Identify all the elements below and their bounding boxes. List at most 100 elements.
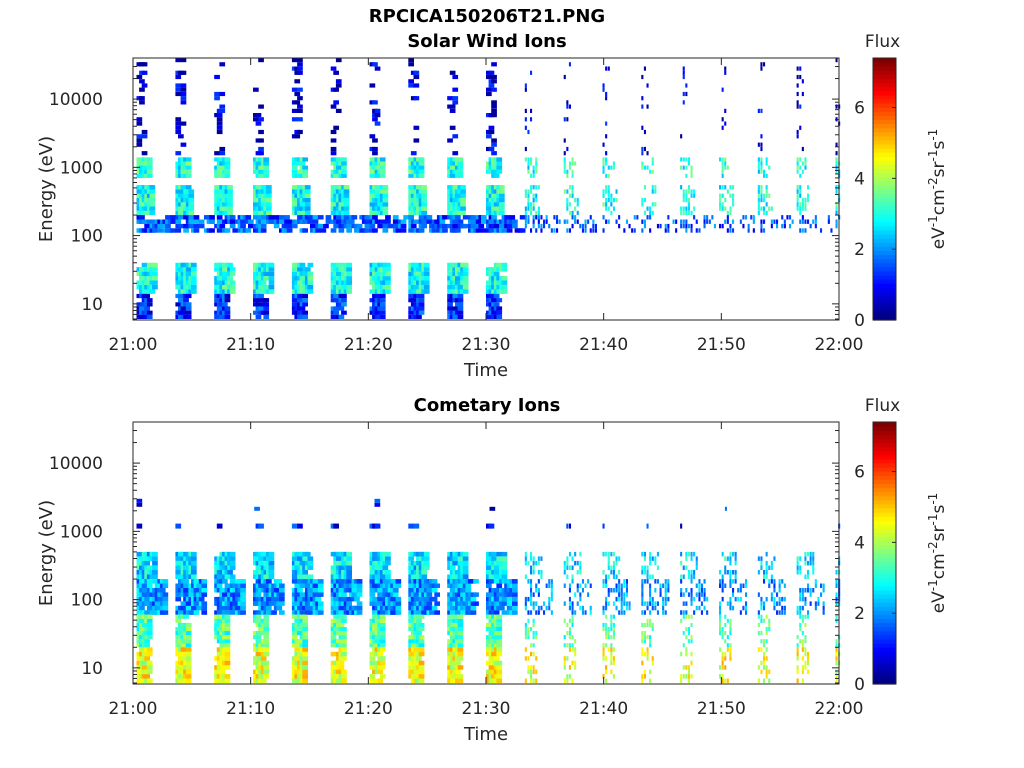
colorbar-segment bbox=[873, 258, 896, 264]
heatmap-cell bbox=[537, 556, 540, 561]
heatmap-cell bbox=[835, 104, 838, 109]
heatmap-cell bbox=[379, 298, 386, 303]
heatmap-cell bbox=[641, 588, 644, 593]
heatmap-cell bbox=[299, 262, 306, 268]
heatmap-cell bbox=[563, 601, 566, 606]
heatmap-cell bbox=[801, 643, 804, 648]
colorbar-segment bbox=[873, 303, 896, 309]
heatmap-cell bbox=[814, 215, 817, 220]
heatmap-cell bbox=[532, 570, 535, 575]
heatmap-cell bbox=[178, 574, 184, 579]
heatmap-cell bbox=[379, 310, 386, 315]
heatmap-cell bbox=[343, 210, 350, 216]
heatmap-cell bbox=[641, 639, 644, 644]
heatmap-cell bbox=[491, 206, 497, 211]
heatmap-cell bbox=[302, 665, 308, 670]
heatmap-cell bbox=[641, 651, 644, 657]
heatmap-cell bbox=[680, 678, 683, 683]
heatmap-cell bbox=[491, 298, 497, 303]
heatmap-cell bbox=[532, 556, 535, 561]
heatmap-cell bbox=[493, 223, 500, 229]
heatmap-cell bbox=[488, 579, 495, 584]
heatmap-cell bbox=[227, 276, 233, 281]
heatmap-cell bbox=[796, 565, 799, 570]
heatmap-cell bbox=[789, 215, 792, 220]
heatmap-cell bbox=[607, 588, 610, 593]
colorbar-segment bbox=[873, 287, 896, 292]
heatmap-cell bbox=[625, 219, 628, 224]
heatmap-cell bbox=[563, 570, 566, 575]
heatmap-cell bbox=[447, 96, 453, 101]
heatmap-cell bbox=[664, 601, 667, 606]
heatmap-cell bbox=[680, 165, 683, 170]
heatmap-cell bbox=[594, 228, 597, 233]
heatmap-cell bbox=[431, 228, 438, 233]
heatmap-cell bbox=[491, 142, 497, 147]
heatmap-cell bbox=[576, 202, 579, 207]
heatmap-cell bbox=[757, 631, 760, 636]
heatmap-cell bbox=[656, 551, 659, 557]
heatmap-cell bbox=[682, 674, 685, 679]
heatmap-cell bbox=[146, 660, 153, 666]
heatmap-cell bbox=[144, 223, 150, 229]
heatmap-cell bbox=[286, 223, 293, 229]
heatmap-cell bbox=[240, 601, 246, 606]
heatmap-cell bbox=[770, 219, 773, 224]
heatmap-cell bbox=[374, 285, 381, 290]
heatmap-cell bbox=[457, 622, 464, 627]
heatmap-cell bbox=[757, 592, 760, 597]
heatmap-cell bbox=[449, 70, 456, 75]
heatmap-cell bbox=[605, 574, 608, 579]
heatmap-cell bbox=[618, 223, 621, 229]
heatmap-cell bbox=[530, 108, 533, 113]
heatmap-cell bbox=[827, 219, 830, 224]
heatmap-cell bbox=[302, 643, 308, 648]
heatmap-cell bbox=[719, 570, 722, 575]
heatmap-cell bbox=[141, 588, 148, 593]
heatmap-cell bbox=[607, 197, 610, 203]
heatmap-cell bbox=[745, 215, 748, 220]
heatmap-cell bbox=[341, 651, 347, 657]
heatmap-cell bbox=[532, 215, 535, 220]
heatmap-cell bbox=[188, 189, 195, 194]
heatmap-cell bbox=[747, 223, 750, 229]
heatmap-cell bbox=[527, 215, 530, 220]
heatmap-cell bbox=[188, 197, 195, 203]
heatmap-cell bbox=[667, 583, 670, 588]
heatmap-cell bbox=[729, 193, 732, 198]
heatmap-cell bbox=[656, 579, 659, 584]
heatmap-cell bbox=[183, 298, 189, 303]
heatmap-cell bbox=[835, 579, 838, 584]
heatmap-cell bbox=[392, 215, 399, 220]
heatmap-cell bbox=[654, 202, 657, 207]
heatmap-cell bbox=[607, 185, 610, 190]
heatmap-cell bbox=[263, 306, 270, 311]
heatmap-cell bbox=[757, 193, 760, 198]
heatmap-cell bbox=[356, 588, 363, 593]
heatmap-cell bbox=[768, 622, 771, 627]
heatmap-cell bbox=[382, 223, 389, 229]
heatmap-cell bbox=[496, 660, 503, 666]
heatmap-cell bbox=[268, 551, 275, 557]
heatmap-cell bbox=[545, 605, 548, 611]
heatmap-cell bbox=[835, 570, 838, 575]
heatmap-cell bbox=[457, 665, 464, 670]
heatmap-cell bbox=[796, 605, 799, 611]
heatmap-cell bbox=[799, 173, 802, 178]
heatmap-cell bbox=[757, 622, 760, 627]
heatmap-cell bbox=[294, 583, 301, 588]
heatmap-cell bbox=[524, 560, 527, 566]
heatmap-cell bbox=[535, 610, 538, 615]
heatmap-cell bbox=[488, 219, 495, 224]
heatmap-cell bbox=[201, 592, 208, 597]
heatmap-cell bbox=[175, 596, 182, 602]
heatmap-cell bbox=[607, 647, 610, 652]
heatmap-cell bbox=[641, 660, 644, 666]
heatmap-cell bbox=[809, 560, 812, 566]
heatmap-cell bbox=[229, 565, 236, 570]
heatmap-cell bbox=[796, 202, 799, 207]
heatmap-cell bbox=[643, 551, 646, 557]
heatmap-cell bbox=[224, 618, 231, 623]
colorbar-segment bbox=[873, 205, 896, 211]
